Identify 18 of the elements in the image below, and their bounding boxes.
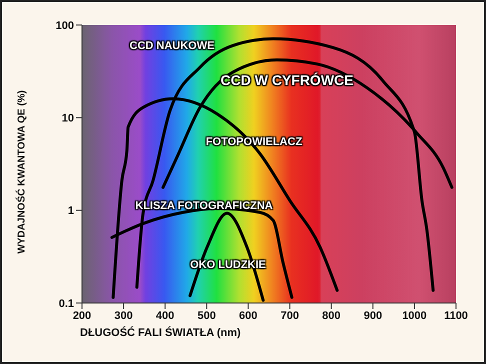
- series-label: CCD W CYFRÓWCE: [220, 72, 354, 88]
- x-tick-label: 700: [280, 310, 299, 322]
- x-tick-label: 1100: [444, 310, 468, 322]
- y-axis-title: WYDAJNOŚĆ KWANTOWA QE (%): [16, 90, 28, 254]
- x-tick-label: 300: [114, 310, 133, 322]
- x-axis-title: DŁUGOŚĆ FALI ŚWIATŁA (nm): [80, 327, 241, 339]
- x-tick-label: 1000: [402, 310, 427, 322]
- x-tick-label: 900: [364, 310, 382, 322]
- x-tick-label: 800: [322, 310, 341, 322]
- y-tick-label: 1: [68, 205, 74, 218]
- x-tick-label: 600: [239, 310, 258, 322]
- x-tick-label: 200: [72, 310, 92, 322]
- x-tick-label: 500: [197, 310, 216, 322]
- y-tick-label: 100: [56, 20, 74, 32]
- line-series: [188, 212, 265, 302]
- x-tick-label: 400: [156, 310, 174, 322]
- y-tick-label: 10: [62, 112, 74, 125]
- y-tick-label: 0.1: [58, 298, 74, 310]
